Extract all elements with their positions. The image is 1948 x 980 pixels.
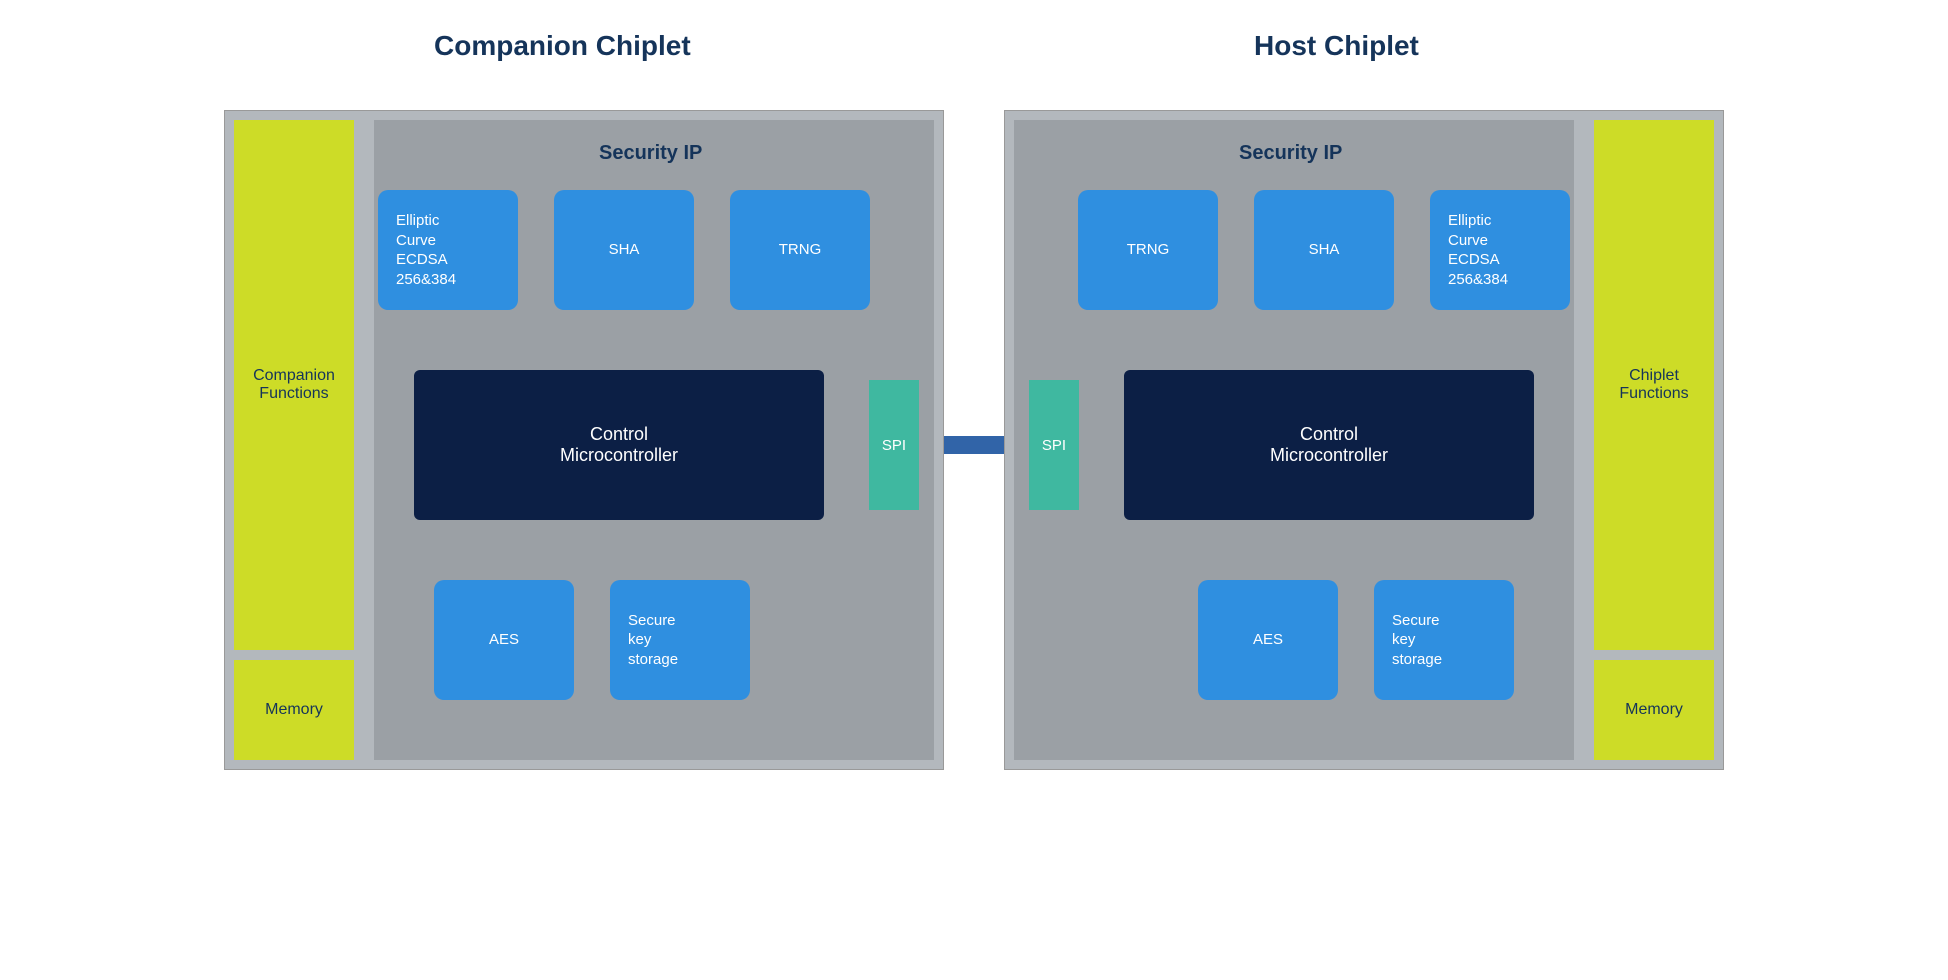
right-spi: SPI [1029,380,1079,510]
right-functions: Chiplet Functions [1594,120,1714,650]
right-module-elliptic: Elliptic Curve ECDSA 256&384 [1430,190,1570,310]
left-functions: Companion Functions [234,120,354,650]
right-controller: Control Microcontroller [1124,370,1534,520]
right-security-label: Security IP [1239,142,1342,165]
host-title: Host Chiplet [1254,30,1419,62]
left-spi: SPI [869,380,919,510]
left-module-secure: Secure key storage [610,580,750,700]
right-module-aes: AES [1198,580,1338,700]
right-memory: Memory [1594,660,1714,760]
companion-title: Companion Chiplet [434,30,691,62]
right-module-trng: TRNG [1078,190,1218,310]
right-module-secure: Secure key storage [1374,580,1514,700]
right-module-sha: SHA [1254,190,1394,310]
left-module-elliptic: Elliptic Curve ECDSA 256&384 [378,190,518,310]
left-module-trng: TRNG [730,190,870,310]
left-module-aes: AES [434,580,574,700]
left-security-label: Security IP [599,142,702,165]
left-module-sha: SHA [554,190,694,310]
left-memory: Memory [234,660,354,760]
left-controller: Control Microcontroller [414,370,824,520]
